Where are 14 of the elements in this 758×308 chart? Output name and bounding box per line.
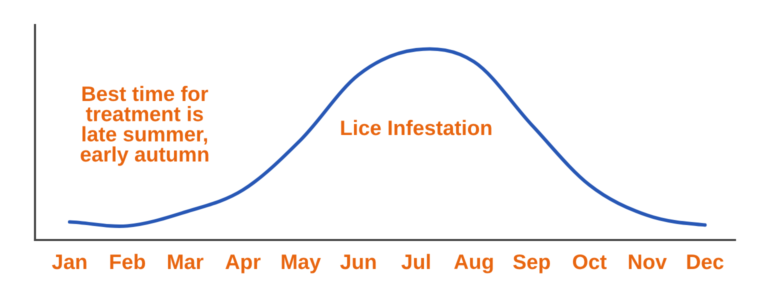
x-tick-label: Jun xyxy=(340,254,376,270)
x-tick-label: Sep xyxy=(513,254,550,274)
annotation: Lice Infestation xyxy=(341,120,492,136)
x-tick-label: May xyxy=(282,254,321,274)
x-tick-label: Aug xyxy=(454,254,493,274)
annotation: Best time for treatment is late summer, early autumn xyxy=(80,86,208,166)
x-tick-label: Apr xyxy=(226,254,261,274)
x-tick-label: Dec xyxy=(687,254,724,270)
x-tick-label: Jan xyxy=(52,254,86,270)
x-tick-label: Feb xyxy=(110,254,146,270)
x-tick-label: Jul xyxy=(401,254,430,270)
x-tick-label: Oct xyxy=(572,254,607,270)
x-tick-label: Mar xyxy=(168,254,204,270)
x-tick-label: Nov xyxy=(628,254,667,270)
